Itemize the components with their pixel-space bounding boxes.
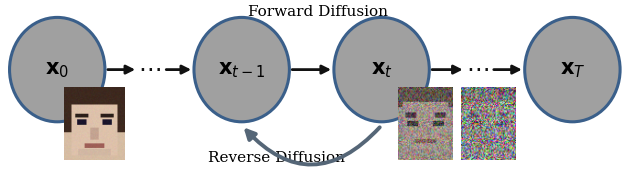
Ellipse shape [194, 17, 289, 122]
Text: Reverse Diffusion: Reverse Diffusion [208, 151, 345, 165]
Ellipse shape [334, 17, 429, 122]
Text: $\cdots$: $\cdots$ [138, 56, 161, 80]
Text: $\mathbf{x}_{t-1}$: $\mathbf{x}_{t-1}$ [218, 60, 265, 80]
Text: $\cdots$: $\cdots$ [466, 56, 488, 80]
Ellipse shape [525, 17, 620, 122]
Text: $\mathbf{x}_T$: $\mathbf{x}_T$ [560, 60, 585, 80]
Text: $\mathbf{x}_t$: $\mathbf{x}_t$ [371, 60, 392, 80]
FancyArrowPatch shape [247, 127, 380, 165]
Text: $\mathbf{x}_0$: $\mathbf{x}_0$ [45, 60, 69, 80]
Ellipse shape [10, 17, 105, 122]
Text: Forward Diffusion: Forward Diffusion [248, 5, 388, 19]
